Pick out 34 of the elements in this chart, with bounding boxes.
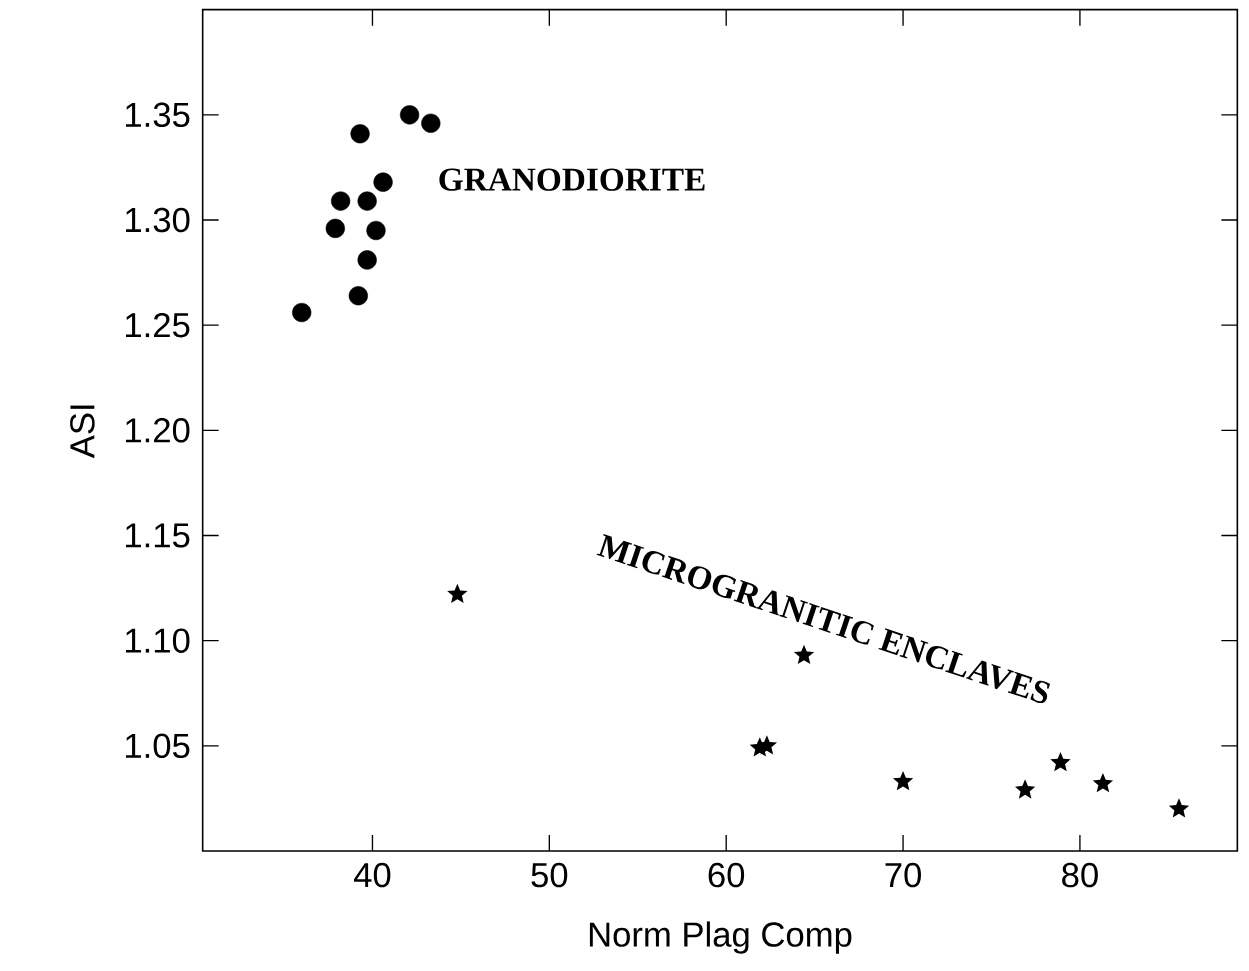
point (357, 250, 377, 270)
point (350, 124, 370, 144)
point (892, 770, 914, 791)
point (1050, 751, 1071, 772)
point (756, 735, 778, 755)
x-tick-label: 80 (1062, 862, 1098, 888)
y-tick-label: 1.15 (126, 523, 190, 548)
point (1014, 779, 1036, 799)
point (325, 218, 345, 239)
y-tick-label: 1.10 (126, 628, 190, 653)
point (357, 191, 377, 211)
point (421, 113, 441, 133)
y-tick-label: 1.25 (126, 312, 190, 338)
x-axis-title: Norm Plag Comp (589, 921, 852, 954)
point (366, 220, 386, 241)
point (331, 191, 351, 211)
x-tick-label: 50 (531, 862, 568, 888)
y-tick-label: 1.35 (126, 102, 190, 128)
point (292, 302, 312, 323)
x-tick-label: 60 (708, 862, 745, 888)
point (1168, 798, 1190, 818)
y-tick-label: 1.20 (126, 418, 190, 443)
x-tick-label: 40 (353, 862, 391, 888)
point (1092, 773, 1114, 793)
x-tick-label: 70 (885, 862, 921, 888)
y-axis-title: ASI (70, 405, 95, 459)
point (348, 286, 368, 306)
y-tick-label: 1.30 (126, 207, 190, 233)
y-tick-label: 1.05 (126, 733, 190, 759)
point (400, 105, 420, 125)
point (793, 644, 815, 665)
annotation: GRANODIORITE (439, 168, 705, 191)
point (373, 172, 393, 192)
point (447, 583, 468, 604)
